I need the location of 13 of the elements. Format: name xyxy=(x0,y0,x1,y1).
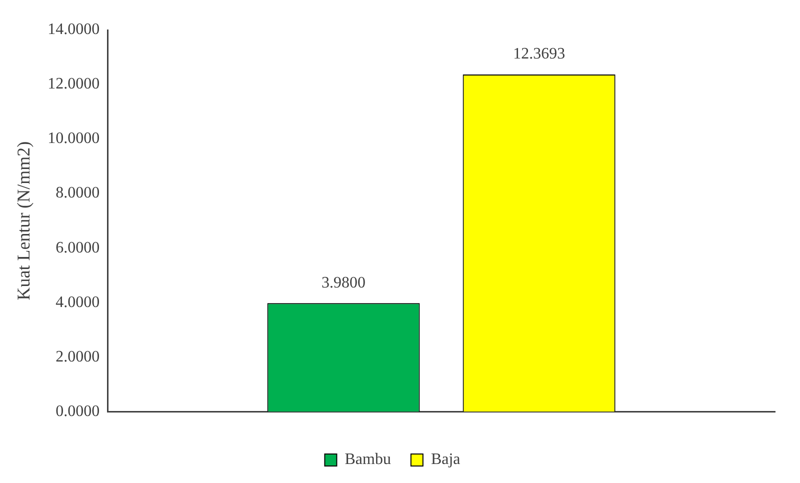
y-tick-label: 6.0000 xyxy=(56,239,100,256)
y-tick-label: 0.0000 xyxy=(56,402,100,420)
legend-label: Baja xyxy=(430,451,460,468)
data-label: 3.9800 xyxy=(322,274,366,292)
y-tick-label: 8.0000 xyxy=(56,184,100,202)
data-label: 12.3693 xyxy=(513,46,566,63)
y-tick-label: 4.0000 xyxy=(56,294,100,311)
legend-label: Bambu xyxy=(344,451,391,468)
y-tick-label: 14.0000 xyxy=(48,21,100,38)
y-tick-label: 2.0000 xyxy=(56,348,100,366)
y-axis-title: Kuat Lentur (N/mm2) xyxy=(14,141,34,300)
y-tick-label: 12.0000 xyxy=(48,76,100,93)
y-tick-label: 10.0000 xyxy=(48,130,100,148)
